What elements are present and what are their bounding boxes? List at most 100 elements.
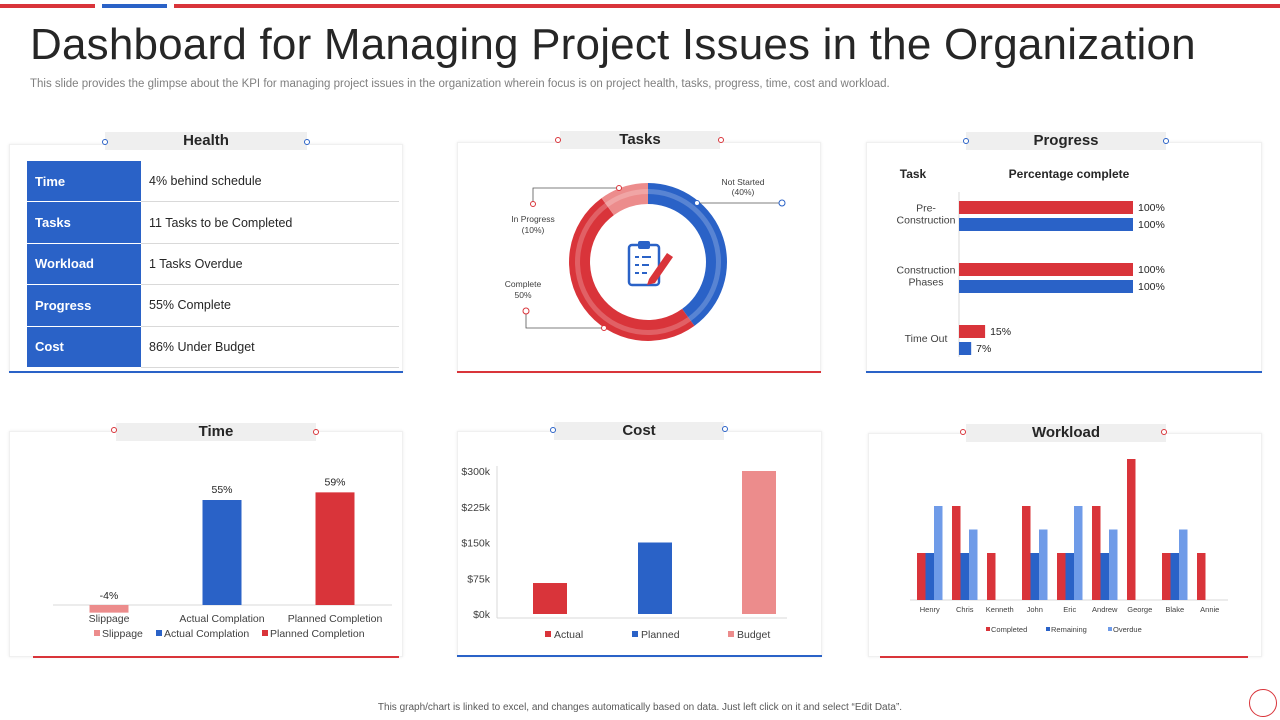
tasks-slice-complete xyxy=(569,198,695,341)
workload-bar-completed-blake xyxy=(1162,553,1171,600)
tasks-underline xyxy=(457,371,821,373)
progress-col-task: Task xyxy=(900,167,927,181)
health-row-label: Cost xyxy=(27,326,141,368)
health-row-label: Progress xyxy=(27,285,141,327)
workload-bar-remaining-john xyxy=(1030,553,1039,600)
health-row-value: 11 Tasks to be Completed xyxy=(141,202,399,244)
complete-leader-dot xyxy=(522,307,530,315)
workload-bar-overdue-henry xyxy=(934,506,943,600)
workload-bar-completed-andrew xyxy=(1092,506,1101,600)
complete-label: Complete xyxy=(505,279,542,289)
top-accent-bar-2 xyxy=(102,4,167,8)
workload-category-label: Blake xyxy=(1165,605,1184,614)
workload-title-dot-left xyxy=(960,429,966,435)
workload-bar-remaining-eric xyxy=(1065,553,1074,600)
tasks-title-dot-left xyxy=(555,137,561,143)
progress-bar-value-label: 7% xyxy=(976,343,991,355)
progress-bar-value-label: 100% xyxy=(1138,219,1165,231)
workload-bar-remaining-chris xyxy=(960,553,969,600)
workload-bar-remaining-andrew xyxy=(1100,553,1109,600)
health-row-cost: Cost 86% Under Budget xyxy=(27,326,399,368)
workload-bar-completed-george xyxy=(1127,459,1136,600)
page-title: Dashboard for Managing Project Issues in… xyxy=(30,20,1196,69)
workload-legend-swatch-remaining xyxy=(1046,627,1050,631)
tasks-title: Tasks xyxy=(560,131,720,149)
workload-bar-completed-annie xyxy=(1197,553,1206,600)
progress-bar-value-label: 100% xyxy=(1138,281,1165,293)
health-table: Time 4% behind schedule Tasks 11 Tasks to b… xyxy=(27,161,399,368)
progress-bar-actual-construction-phases xyxy=(959,280,1133,293)
cost-underline xyxy=(457,655,822,657)
not-started-arc-dot xyxy=(694,200,700,206)
workload-legend-swatch-completed xyxy=(986,627,990,631)
workload-bar-completed-chris xyxy=(952,506,961,600)
time-legend-label: Actual Complation xyxy=(164,628,249,640)
workload-category-label: Kenneth xyxy=(986,605,1014,614)
cost-title-dot-left xyxy=(550,427,556,433)
progress-bar-planned-pre-construction xyxy=(959,201,1133,214)
health-underline xyxy=(9,371,403,373)
cost-legend-label: Actual xyxy=(554,629,583,641)
cost-legend-label: Budget xyxy=(737,629,770,641)
tasks-slice-in-progress xyxy=(601,183,648,216)
time-bar-value-label: -4% xyxy=(100,590,119,602)
workload-title: Workload xyxy=(966,424,1166,442)
time-bar-actual-complation xyxy=(202,500,242,605)
page-subtitle: This slide provides the glimpse about th… xyxy=(30,78,890,90)
progress-title-dot-right xyxy=(1163,138,1169,144)
time-legend-swatch-actual-complation xyxy=(156,630,162,636)
progress-title: Progress xyxy=(966,132,1166,150)
progress-category-label: Pre- xyxy=(916,203,936,215)
workload-category-label: Chris xyxy=(956,605,974,614)
health-title-dot-right xyxy=(304,139,310,145)
time-legend-swatch-planned-completion xyxy=(262,630,268,636)
workload-bar-overdue-eric xyxy=(1074,506,1083,600)
in-progress-leader-dot xyxy=(530,201,536,207)
cost-ytick-label: $150k xyxy=(461,538,490,550)
workload-bar-completed-eric xyxy=(1057,553,1066,600)
cost-ytick-label: $225k xyxy=(461,502,490,514)
health-row-value: 1 Tasks Overdue xyxy=(141,244,399,286)
corner-circle-decoration xyxy=(1249,689,1277,717)
health-row-tasks: Tasks 11 Tasks to be Completed xyxy=(27,202,399,244)
health-row-progress: Progress 55% Complete xyxy=(27,285,399,327)
health-row-time: Time 4% behind schedule xyxy=(27,161,399,203)
progress-bar-value-label: 100% xyxy=(1138,202,1165,214)
workload-underline xyxy=(880,656,1248,658)
progress-bar-actual-pre-construction xyxy=(959,218,1133,231)
progress-category-label: Time Out xyxy=(905,333,948,345)
workload-bar-overdue-andrew xyxy=(1109,529,1118,600)
workload-bar-completed-kenneth xyxy=(987,553,996,600)
workload-bar-remaining-blake xyxy=(1170,553,1179,600)
workload-category-label: Andrew xyxy=(1092,605,1118,614)
cost-bar-planned xyxy=(638,542,672,614)
tasks-title-dot-right xyxy=(718,137,724,143)
progress-bar-planned-time-out xyxy=(959,325,986,338)
time-category-label: Actual Complation xyxy=(179,613,264,625)
workload-bar-completed-henry xyxy=(917,553,926,600)
not-started-label: Not Started xyxy=(722,177,765,187)
cost-bar-budget xyxy=(742,471,776,614)
workload-category-label: Annie xyxy=(1200,605,1219,614)
workload-legend-swatch-overdue xyxy=(1108,627,1112,631)
time-bar-slippage xyxy=(89,605,129,613)
cost-legend-swatch-planned xyxy=(632,631,638,637)
progress-title-dot-left xyxy=(963,138,969,144)
workload-bar-overdue-chris xyxy=(969,529,978,600)
workload-bar-chart: Henry Chris Kenneth John Eric Andrew George Bla… xyxy=(910,459,1228,634)
complete-pct: 50% xyxy=(514,290,531,300)
health-title-dot-left xyxy=(102,139,108,145)
clipboard-pencil-icon xyxy=(627,241,673,287)
progress-bar-planned-construction-phases xyxy=(959,263,1133,276)
time-title-dot-left xyxy=(111,427,117,433)
in-progress-label: In Progress xyxy=(511,214,554,224)
complete-arc-dot xyxy=(601,325,607,331)
top-accent-bar-1 xyxy=(0,4,95,8)
not-started-pct: (40%) xyxy=(732,187,755,197)
progress-underline xyxy=(866,371,1262,373)
workload-bar-remaining-henry xyxy=(925,553,934,600)
tasks-donut-chart: Not Started (40%) In Progress (10%) Comp… xyxy=(505,177,786,341)
health-row-value: 4% behind schedule xyxy=(141,161,399,203)
time-bar-planned-completion xyxy=(315,492,355,605)
in-progress-arc-dot xyxy=(616,185,622,191)
